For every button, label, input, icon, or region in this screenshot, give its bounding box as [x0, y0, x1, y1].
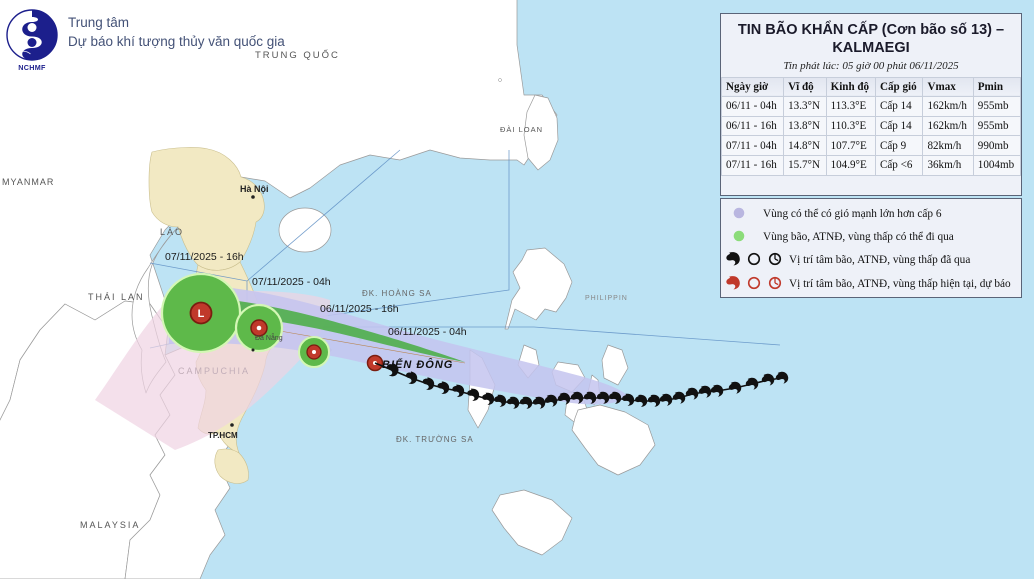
svg-text:Vị trí tâm bão, ATNĐ, vùng thấ: Vị trí tâm bão, ATNĐ, vùng thấp hiện tại…	[789, 278, 1011, 290]
svg-text:ĐÀI LOAN: ĐÀI LOAN	[500, 125, 543, 134]
svg-text:Dự báo khí tượng thủy văn quốc: Dự báo khí tượng thủy văn quốc gia	[68, 34, 285, 49]
svg-text:LÀO: LÀO	[160, 227, 184, 237]
svg-text:MYANMAR: MYANMAR	[2, 177, 54, 187]
svg-text:MALAYSIA: MALAYSIA	[80, 520, 140, 530]
svg-text:THÁI LAN: THÁI LAN	[88, 292, 145, 302]
svg-text:NCHMF: NCHMF	[18, 63, 46, 72]
svg-text:06/11/2025 - 04h: 06/11/2025 - 04h	[388, 326, 467, 338]
svg-text:ĐK. HOÀNG SA: ĐK. HOÀNG SA	[362, 289, 432, 298]
svg-text:PHILIPPIN: PHILIPPIN	[585, 295, 628, 302]
svg-text:06/11/2025 - 16h: 06/11/2025 - 16h	[320, 303, 399, 315]
svg-text:Vùng có thể có gió mạnh lớn hơ: Vùng có thể có gió mạnh lớn hơn cấp 6	[763, 208, 942, 220]
svg-text:TRUNG QUỐC: TRUNG QUỐC	[255, 49, 340, 61]
svg-text:Trung tâm: Trung tâm	[68, 15, 129, 30]
svg-text:TP.HCM: TP.HCM	[208, 431, 238, 440]
svg-text:07/11/2025 - 04h: 07/11/2025 - 04h	[252, 276, 331, 288]
svg-text:Vùng bão, ATNĐ, vùng thấp có t: Vùng bão, ATNĐ, vùng thấp có thể đi qua	[763, 231, 954, 243]
svg-text:BIỂN ĐÔNG: BIỂN ĐÔNG	[382, 358, 453, 371]
svg-text:Đà Nẵng: Đà Nẵng	[255, 333, 283, 342]
svg-text:Vị trí tâm bão, ATNĐ, vùng thấ: Vị trí tâm bão, ATNĐ, vùng thấp đã qua	[789, 254, 970, 266]
svg-text:Hà Nội: Hà Nội	[240, 184, 269, 194]
svg-text:L: L	[198, 308, 205, 320]
svg-text:07/11/2025 - 16h: 07/11/2025 - 16h	[165, 251, 244, 263]
svg-text:ĐK. TRƯỜNG SA: ĐK. TRƯỜNG SA	[396, 435, 474, 444]
